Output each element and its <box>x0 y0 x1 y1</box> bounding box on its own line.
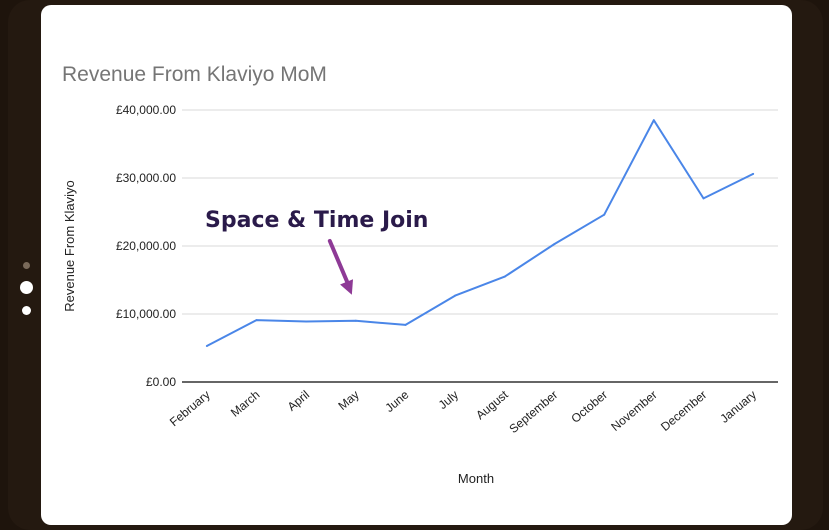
data-point <box>702 197 705 200</box>
x-tick-label: January <box>717 388 759 426</box>
y-tick-label: £30,000.00 <box>116 171 176 185</box>
camera-dot-large <box>20 281 33 294</box>
x-tick-label: March <box>228 388 263 420</box>
series-line <box>206 119 754 347</box>
x-tick-label: June <box>382 387 411 415</box>
data-point <box>404 323 407 326</box>
data-point <box>553 242 556 245</box>
y-axis-title: Revenue From Klaviyo <box>62 180 77 312</box>
y-tick-label: £0.00 <box>146 375 176 389</box>
x-tick-label: November <box>608 388 659 434</box>
x-tick-label: December <box>658 388 709 434</box>
annotation-arrow-shaft <box>327 239 351 288</box>
tablet-screen: Revenue From Klaviyo MoM £0.00 £10,000.00… <box>41 5 792 525</box>
y-tick-label: £20,000.00 <box>116 239 176 253</box>
camera-dot-small <box>23 262 30 269</box>
x-tick-labels: February March April May June July AugustSepte… <box>167 387 759 436</box>
data-point <box>305 320 308 323</box>
data-point <box>503 275 506 278</box>
x-tick-label: September <box>506 388 560 436</box>
data-point <box>454 294 457 297</box>
data-point <box>354 319 357 322</box>
chart-title: Revenue From Klaviyo MoM <box>62 63 327 86</box>
y-tick-label: £40,000.00 <box>116 103 176 117</box>
x-axis-title: Month <box>458 471 494 486</box>
data-point <box>603 213 606 216</box>
x-tick-label: October <box>568 388 610 426</box>
data-point <box>652 119 655 122</box>
grid-layer <box>182 109 778 383</box>
x-tick-label: August <box>473 387 511 422</box>
revenue-chart: Revenue From Klaviyo MoM £0.00 £10,000.00… <box>62 63 778 486</box>
annotation-layer: Space & Time Join <box>205 208 428 295</box>
x-tick-label: May <box>335 388 361 413</box>
data-point <box>752 172 755 175</box>
data-point <box>255 319 258 322</box>
x-tick-label: July <box>436 388 461 412</box>
y-tick-labels: £0.00 £10,000.00 £20,000.00 £30,000.00 £40,0… <box>116 103 176 389</box>
x-tick-label: February <box>167 388 213 430</box>
x-tick-label: April <box>285 388 312 414</box>
annotation-text: Space & Time Join <box>205 208 428 233</box>
data-point <box>205 344 208 347</box>
series-layer <box>205 119 755 347</box>
camera-dot-medium <box>22 306 31 315</box>
annotation-arrow-head <box>340 279 354 295</box>
y-tick-label: £10,000.00 <box>116 307 176 321</box>
